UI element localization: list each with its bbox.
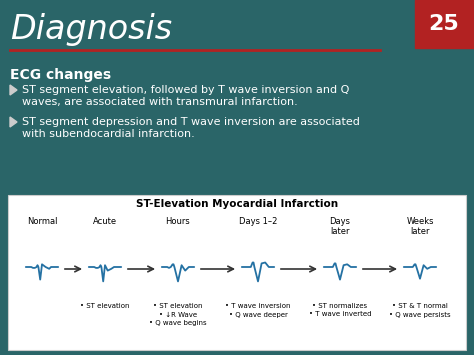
Text: • ST normalizes
• T wave inverted: • ST normalizes • T wave inverted	[309, 303, 371, 317]
Text: Diagnosis: Diagnosis	[10, 13, 172, 47]
Text: Weeks
later: Weeks later	[406, 217, 434, 236]
Text: with subendocardial infarction.: with subendocardial infarction.	[22, 129, 195, 139]
Text: • T wave inversion
• Q wave deeper: • T wave inversion • Q wave deeper	[225, 303, 291, 317]
Text: ST segment elevation, followed by T wave inversion and Q: ST segment elevation, followed by T wave…	[22, 85, 349, 95]
Text: • ST & T normal
• Q wave persists: • ST & T normal • Q wave persists	[389, 303, 451, 317]
Text: Hours: Hours	[165, 217, 191, 226]
Bar	[415, 0, 474, 48]
Text: ST-Elevation Myocardial Infarction: ST-Elevation Myocardial Infarction	[136, 199, 338, 209]
Text: Normal: Normal	[27, 217, 57, 226]
Text: ECG changes: ECG changes	[10, 68, 111, 82]
Text: 25: 25	[428, 14, 459, 34]
Polygon shape	[10, 85, 17, 95]
Text: Days
later: Days later	[329, 217, 350, 236]
Bar	[8, 195, 466, 350]
Text: Acute: Acute	[93, 217, 117, 226]
Text: • ST elevation
• ↓R Wave
• Q wave begins: • ST elevation • ↓R Wave • Q wave begins	[149, 303, 207, 326]
Text: ST segment depression and T wave inversion are associated: ST segment depression and T wave inversi…	[22, 117, 360, 127]
Polygon shape	[10, 117, 17, 127]
Text: waves, are associated with transmural infarction.: waves, are associated with transmural in…	[22, 97, 298, 107]
Text: • ST elevation: • ST elevation	[80, 303, 130, 309]
Text: Days 1–2: Days 1–2	[239, 217, 277, 226]
